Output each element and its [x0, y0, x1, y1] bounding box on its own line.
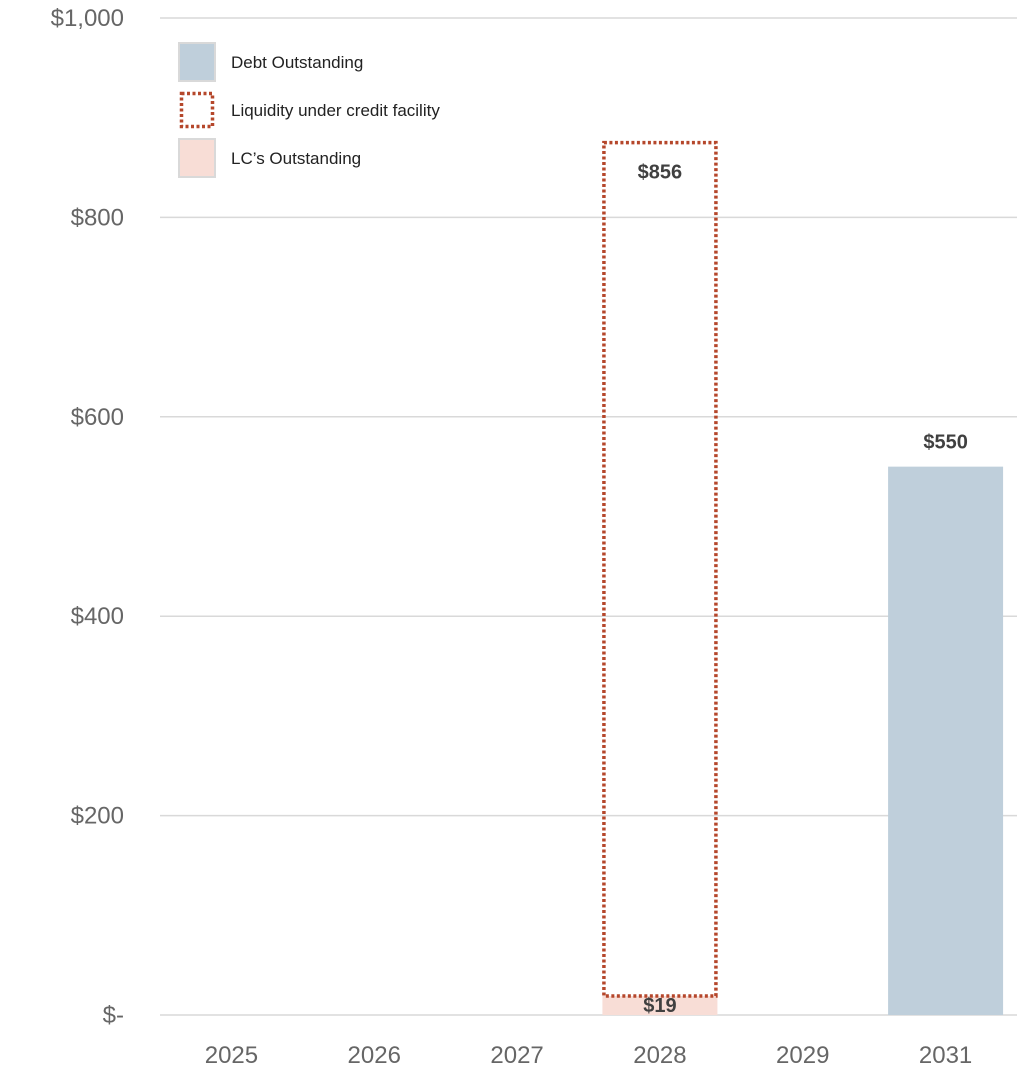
x-tick-label: 2027: [490, 1042, 543, 1067]
data-labels: $856 $19 $550: [638, 162, 968, 1017]
legend-label: Debt Outstanding: [231, 53, 363, 72]
data-label-lc: $19: [643, 995, 676, 1017]
legend-swatch-debt: [178, 42, 216, 82]
legend-label: LC’s Outstanding: [231, 149, 361, 168]
bar-debt-outstanding: [888, 466, 1004, 1015]
y-tick-label: $1,000: [51, 5, 124, 32]
x-tick-label: 2029: [776, 1042, 829, 1067]
y-tick-label: $200: [71, 803, 124, 830]
y-tick-label: $600: [71, 404, 124, 431]
y-tick-label: $-: [103, 1002, 124, 1029]
bar-lc-outstanding: [602, 996, 718, 1015]
x-tick-label: 2025: [205, 1042, 258, 1067]
x-tick-label: 2031: [919, 1042, 972, 1067]
gridlines: [160, 17, 1017, 1016]
legend-label: Liquidity under credit facility: [231, 101, 440, 120]
y-tick-label: $800: [71, 204, 124, 231]
x-tick-label: 2026: [348, 1042, 401, 1067]
legend-swatch-lc: [178, 138, 216, 178]
legend-swatch-liquidity: [179, 91, 215, 129]
y-axis-ticks: $- $200 $400 $600 $800 $1,000: [51, 5, 124, 1029]
legend: Debt Outstanding Liquidity under credit f…: [178, 42, 440, 178]
bar-liquidity-credit-facility: [602, 140, 718, 998]
data-label-liquidity: $856: [638, 162, 683, 184]
y-tick-label: $400: [71, 603, 124, 630]
data-label-debt: $550: [923, 432, 968, 454]
x-axis-ticks: 2025 2026 2027 2028 2029 2031: [205, 1042, 973, 1067]
bars: [602, 140, 1004, 1015]
x-tick-label: 2028: [633, 1042, 686, 1067]
